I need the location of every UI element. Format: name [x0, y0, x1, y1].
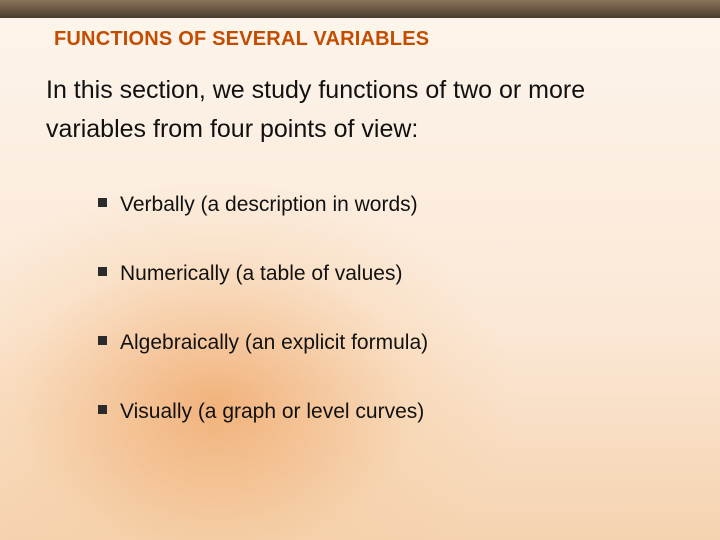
list-item: Numerically (a table of values): [98, 260, 680, 287]
slide-container: FUNCTIONS OF SEVERAL VARIABLES In this s…: [0, 0, 720, 540]
list-item: Visually (a graph or level curves): [98, 398, 680, 425]
list-item: Verbally (a description in words): [98, 191, 680, 218]
intro-text: In this section, we study functions of t…: [46, 71, 680, 149]
list-item: Algebraically (an explicit formula): [98, 329, 680, 356]
bullet-list: Verbally (a description in words) Numeri…: [98, 191, 680, 426]
slide-title: FUNCTIONS OF SEVERAL VARIABLES: [54, 28, 680, 51]
